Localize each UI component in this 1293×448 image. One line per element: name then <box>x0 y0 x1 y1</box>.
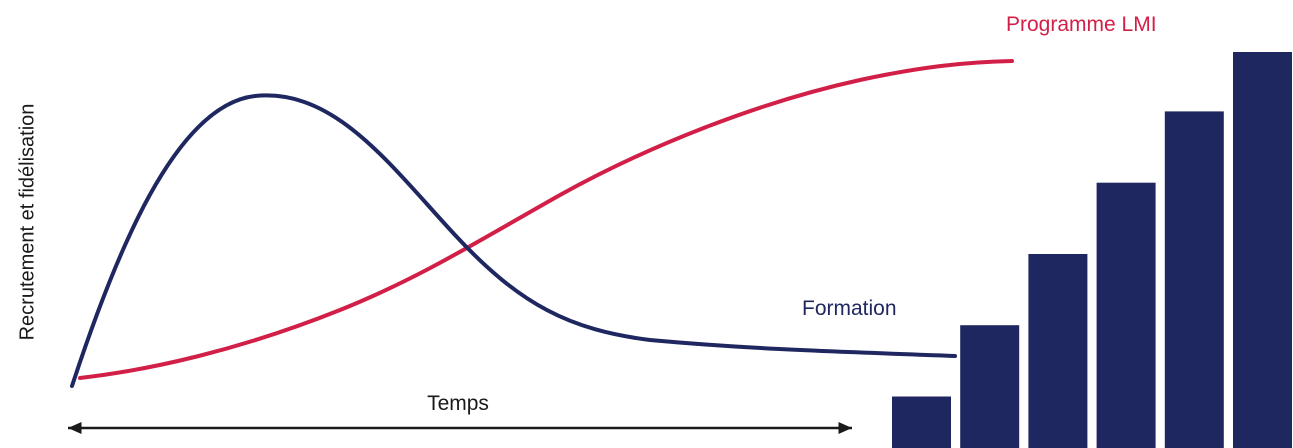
programme-lmi-label: Programme LMI <box>1006 13 1157 36</box>
x-axis-label: Temps <box>427 392 489 415</box>
formation-label: Formation <box>802 297 897 320</box>
bar-5 <box>1164 111 1224 448</box>
bar-4 <box>1096 182 1156 448</box>
bar-1 <box>892 396 951 448</box>
bars-group <box>892 52 1292 448</box>
bar-3 <box>1028 254 1088 448</box>
programme-lmi-curve <box>78 59 1014 380</box>
y-axis-label: Recrutement et fidélisation <box>16 104 38 341</box>
bar-2 <box>960 325 1020 448</box>
bar-6 <box>1233 52 1292 448</box>
formation-curve <box>70 93 957 388</box>
